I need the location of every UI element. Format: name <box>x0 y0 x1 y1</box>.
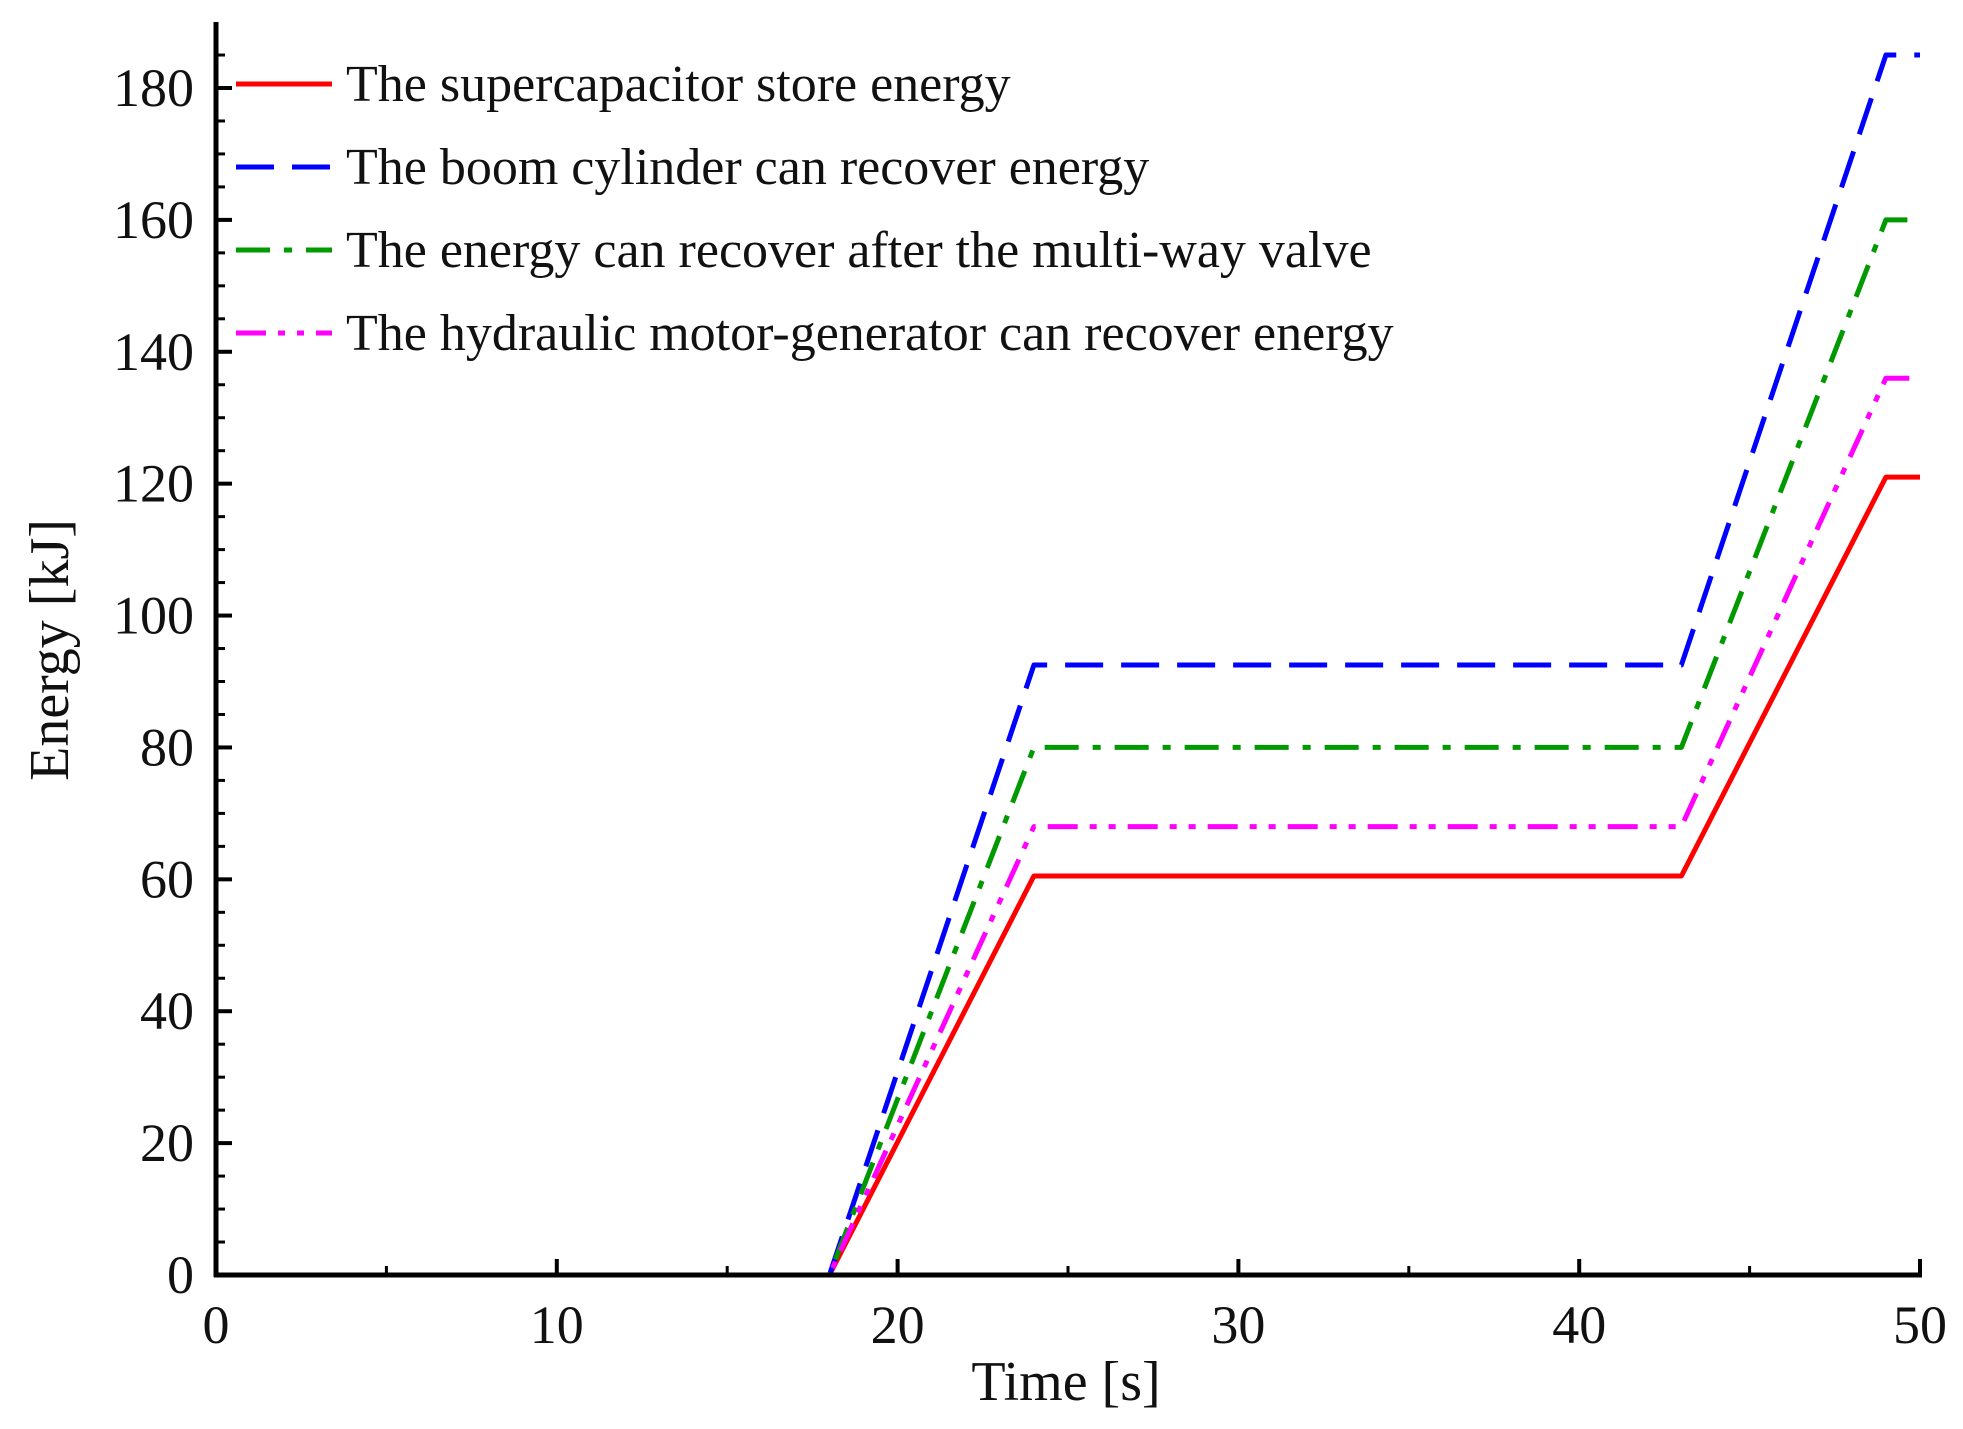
y-tick-label: 80 <box>140 717 194 777</box>
y-tick-label: 120 <box>113 454 194 514</box>
y-tick-label: 100 <box>113 586 194 646</box>
x-tick-label: 10 <box>530 1295 584 1355</box>
axes-layer: 0 20 40 60 80 100 120 140 160 180 0 10 20 30 40 50 <box>113 22 1947 1355</box>
y-tick-label: 40 <box>140 981 194 1041</box>
y-tick-label: 60 <box>140 849 194 909</box>
x-axis-title: Time [s] <box>971 1351 1160 1413</box>
x-tick-label: 30 <box>1211 1295 1265 1355</box>
legend-label-2: The boom cylinder can recover energy <box>346 139 1149 196</box>
legend-label-3: The energy can recover after the multi-w… <box>346 222 1372 279</box>
series-line-3 <box>216 217 1920 1278</box>
y-tick-label: 160 <box>113 190 194 250</box>
y-tick-label: 20 <box>140 1113 194 1173</box>
legend-label-4: The hydraulic motor-generator can recove… <box>346 305 1394 362</box>
legend: The supercapacitor store energy The boom … <box>236 56 1394 362</box>
x-tick-label: 20 <box>871 1295 925 1355</box>
x-tick-label: 50 <box>1893 1295 1947 1355</box>
y-axis-title: Energy [kJ] <box>19 519 81 781</box>
y-tick-label: 180 <box>113 58 194 118</box>
x-tick-label: 0 <box>203 1295 230 1355</box>
series-line-4 <box>216 375 1920 1278</box>
series-line-1 <box>216 474 1920 1278</box>
legend-label-1: The supercapacitor store energy <box>346 56 1011 113</box>
y-tick-label: 140 <box>113 322 194 382</box>
y-tick-label: 0 <box>167 1245 194 1305</box>
x-tick-label: 40 <box>1552 1295 1606 1355</box>
